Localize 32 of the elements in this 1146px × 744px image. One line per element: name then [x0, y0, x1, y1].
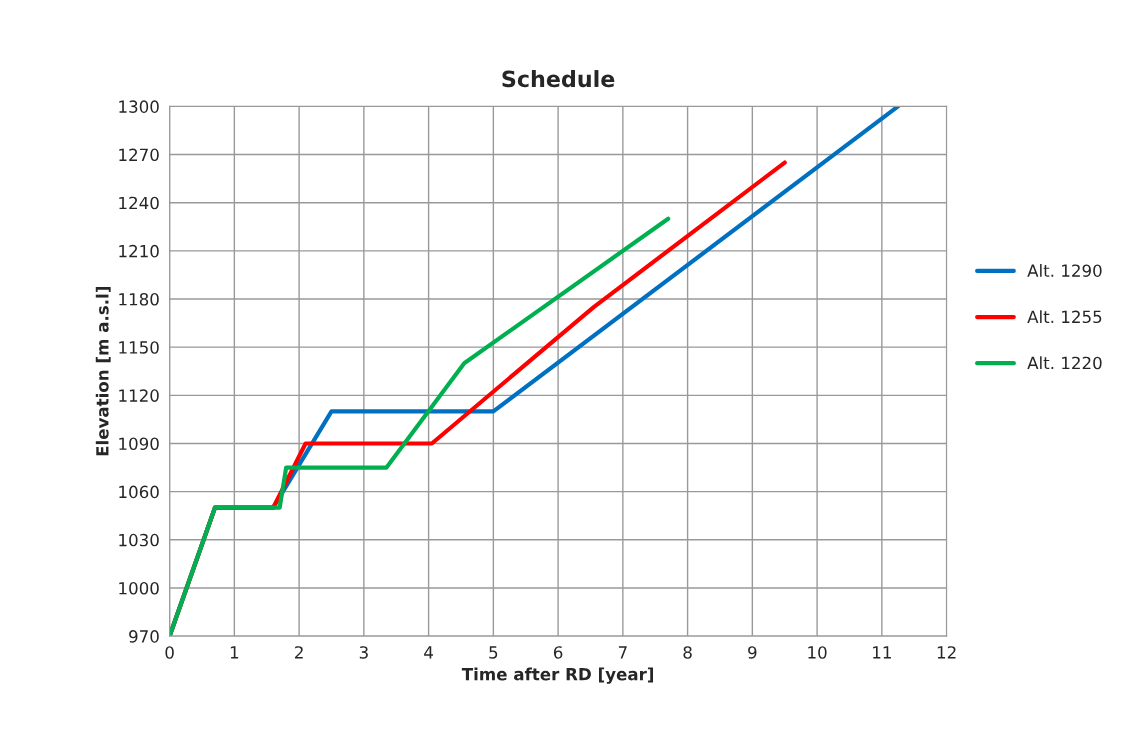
y-tick-label: 1180 — [119, 292, 159, 306]
y-tick-label: 1030 — [119, 533, 159, 547]
y-tick-label: 970 — [129, 630, 159, 643]
legend-label: Alt. 1255 — [1027, 310, 1102, 324]
y-tick-label: 1270 — [119, 148, 159, 162]
x-axis-title: Time after RD [year] — [461, 667, 654, 684]
y-tick-label: 1210 — [119, 244, 159, 258]
x-tick-label: 12 — [937, 646, 956, 659]
x-tick-label: 1 — [230, 646, 239, 659]
y-tick-label: 1060 — [119, 485, 159, 499]
line-series — [169, 216, 671, 637]
y-tick-label: 1150 — [119, 341, 159, 354]
legend-label: Alt. 1290 — [1027, 264, 1102, 277]
x-tick-label: 6 — [553, 646, 563, 659]
y-tick-label: 1090 — [119, 437, 159, 451]
y-tick-label: 1240 — [119, 196, 159, 210]
y-tick-label: 1300 — [119, 100, 159, 113]
legend-label: Alt. 1220 — [1027, 356, 1102, 370]
x-tick-label: 11 — [873, 646, 891, 659]
x-tick-label: 8 — [683, 646, 692, 659]
x-tick-label: 4 — [424, 646, 433, 659]
x-tick-label: 5 — [489, 646, 498, 659]
chart-title: Schedule — [502, 70, 615, 88]
y-tick-label: 1120 — [119, 389, 159, 402]
x-tick-label: 7 — [618, 646, 627, 659]
y-tick-label: 1000 — [119, 581, 159, 595]
x-tick-label: 0 — [165, 646, 174, 659]
x-tick-label: 2 — [295, 646, 303, 659]
x-tick-label: 3 — [359, 646, 368, 659]
x-tick-label: 10 — [808, 646, 827, 659]
x-tick-label: 9 — [748, 646, 757, 659]
y-axis-title: Elevation [m a.s.l] — [95, 287, 111, 456]
